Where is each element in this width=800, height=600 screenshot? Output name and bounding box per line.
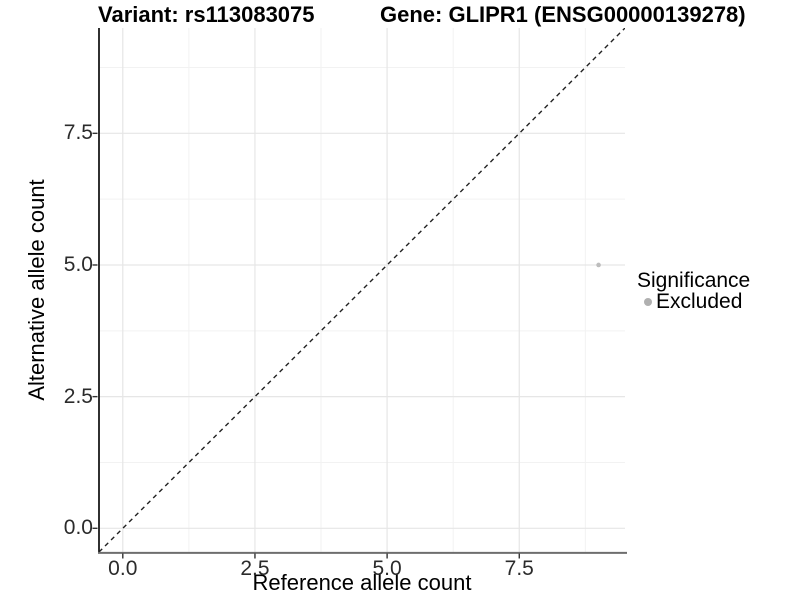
y-tick-label: 0.0 <box>63 516 93 540</box>
x-tick-label: 0.0 <box>108 557 138 580</box>
y-axis-title: Alternative allele count <box>24 179 49 401</box>
y-tick-label: 7.5 <box>63 121 93 145</box>
plot-title-gene: Gene: GLIPR1 (ENSG00000139278) <box>380 2 746 27</box>
x-axis-title: Reference allele count <box>252 570 472 595</box>
legend: Significance Excluded <box>637 269 751 313</box>
legend-key-dot-icon <box>644 297 652 306</box>
legend-entry: Excluded <box>637 289 750 313</box>
panel-background <box>99 28 625 552</box>
x-tick-label: 7.5 <box>504 557 534 580</box>
legend-title: Significance <box>637 269 751 292</box>
y-tick-label: 2.5 <box>63 384 93 408</box>
x-tick-label: 5.0 <box>372 557 402 580</box>
y-tick-label: 5.0 <box>63 252 93 276</box>
plot-title-variant: Variant: rs113083075 <box>98 2 315 27</box>
data-point <box>596 262 601 268</box>
legend-entries: Excluded <box>637 289 750 313</box>
legend-entry-label: Excluded <box>656 289 743 313</box>
x-tick-label: 2.5 <box>240 557 270 580</box>
